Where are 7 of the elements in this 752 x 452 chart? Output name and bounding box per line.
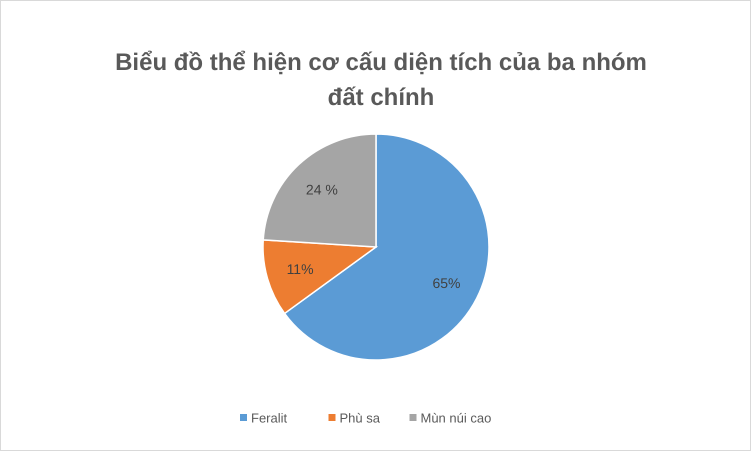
data-label: 65%	[432, 274, 460, 291]
legend-label: Phù sa	[340, 410, 381, 426]
legend-label: Mùn núi cao	[420, 410, 492, 426]
data-label: 24 %	[306, 181, 338, 198]
legend-label: Feralit	[251, 410, 288, 426]
chart-title: Biểu đồ thể hiện cơ cấu diện tích của ba nhóm đất chính	[115, 49, 647, 111]
data-label: 11%	[286, 260, 314, 277]
